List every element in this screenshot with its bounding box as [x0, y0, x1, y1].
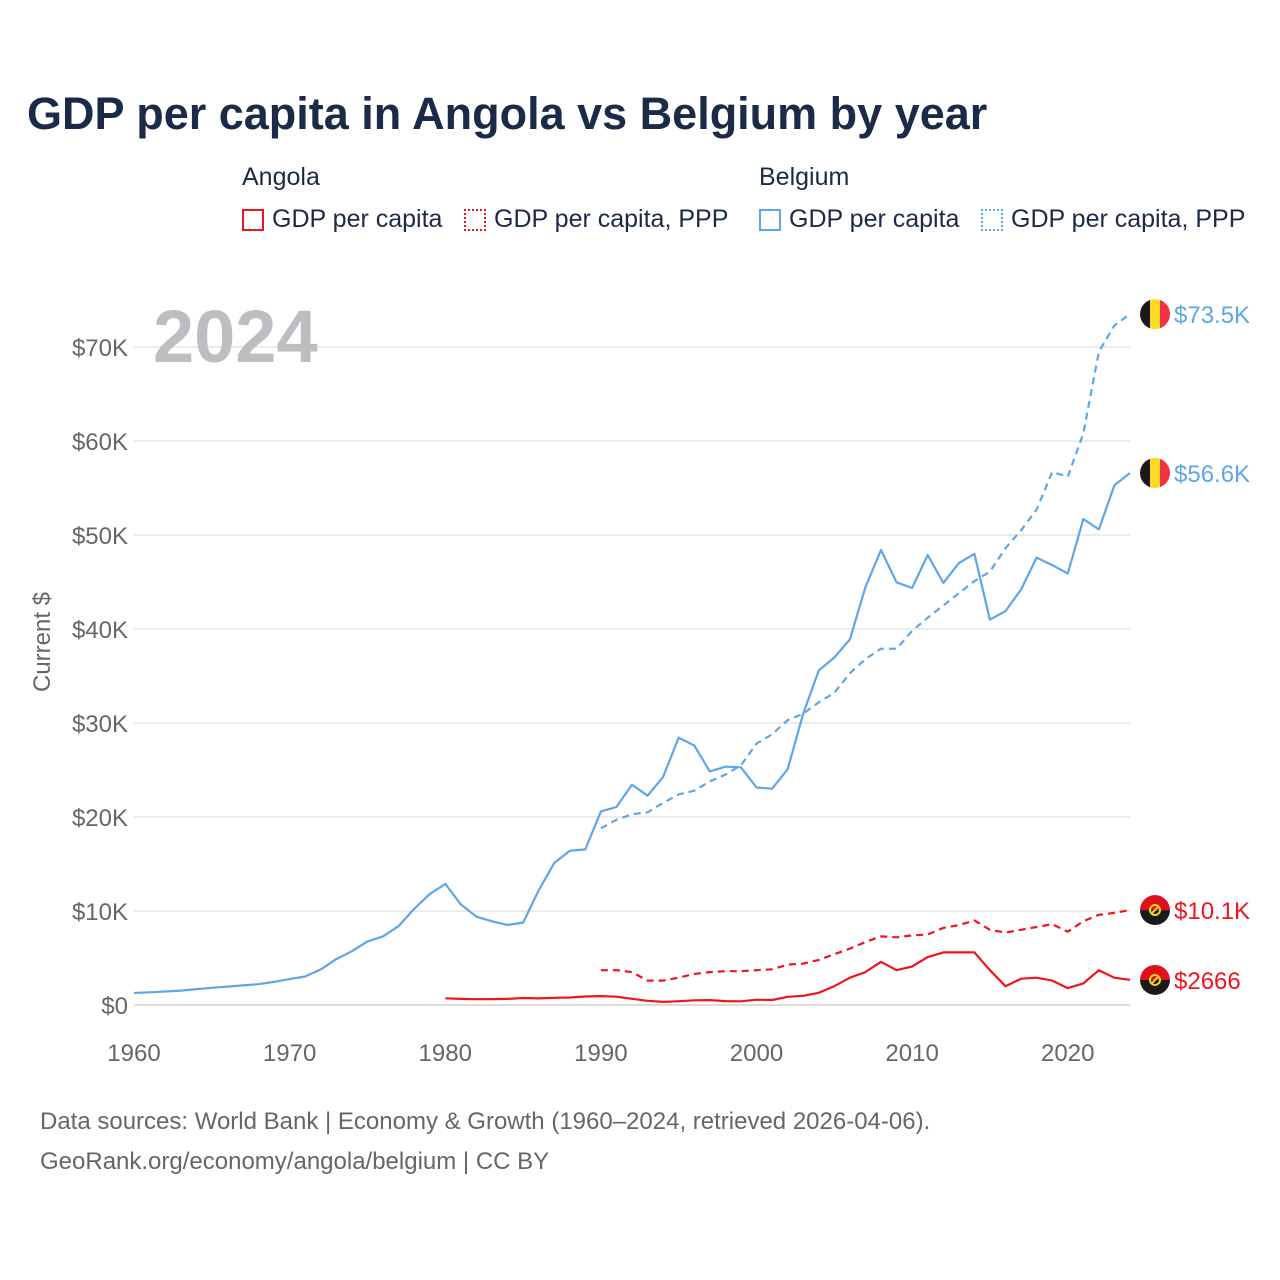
angola-flag-icon: [1140, 964, 1170, 995]
legend-label: GDP per capita, PPP: [494, 205, 729, 233]
y-tick-label: $20K: [72, 805, 128, 832]
x-tick-label: 2020: [1041, 1040, 1094, 1067]
flag-stripe-black: [1140, 979, 1170, 995]
flag-stripe-black: [1140, 299, 1150, 330]
legend-angola-ppp[interactable]: GDP per capita, PPP: [464, 205, 728, 234]
legend-label: GDP per capita: [789, 205, 960, 233]
flag-stripe-red: [1160, 457, 1170, 488]
flag-emblem-machete: [1150, 975, 1160, 985]
legend-swatch-dotted: [981, 208, 1003, 231]
end-value-label: $56.6K: [1174, 461, 1250, 488]
flag-stripe-yellow: [1150, 299, 1160, 330]
x-tick-label: 1970: [263, 1040, 316, 1067]
legend-angola-gdp[interactable]: GDP per capita: [242, 205, 442, 234]
footer-attribution: GeoRank.org/economy/angola/belgium | CC …: [40, 1148, 550, 1175]
y-tick-label: $70K: [72, 335, 128, 362]
flag-emblem: [1149, 973, 1161, 986]
flag-fill: [1140, 964, 1170, 995]
flag-emblem: [1149, 904, 1161, 917]
flag-stripe-red: [1160, 299, 1170, 330]
legend-label: GDP per capita, PPP: [1011, 205, 1246, 233]
flag-stripe-yellow: [1150, 457, 1160, 488]
x-tick-label: 1990: [574, 1040, 627, 1067]
y-tick-label: $30K: [72, 711, 128, 738]
legend-swatch-dotted: [464, 208, 486, 231]
end-value-label: $2666: [1174, 968, 1241, 995]
chart-title: GDP per capita in Angola vs Belgium by y…: [27, 88, 988, 139]
x-tick-label: 1960: [107, 1040, 160, 1067]
legend-swatch-solid: [759, 208, 781, 231]
x-tick-label: 2000: [730, 1040, 783, 1067]
y-axis-label: Current $: [29, 592, 56, 692]
footer-sources: Data sources: World Bank | Economy & Gro…: [40, 1108, 931, 1135]
y-tick-label: $40K: [72, 617, 128, 644]
series-line-belgium-gdp-per-capita: [133, 472, 1131, 995]
flag-stripe-red: [1140, 964, 1170, 980]
x-tick-label: 2010: [885, 1040, 938, 1067]
legend-belgium-ppp[interactable]: GDP per capita, PPP: [981, 205, 1245, 234]
x-tick-label: 1980: [419, 1040, 472, 1067]
flag-stripe-red: [1140, 895, 1170, 911]
legend-belgium-gdp[interactable]: GDP per capita: [759, 205, 959, 234]
series-line-angola-gdp-per-capita-ppp: [600, 909, 1131, 982]
legend-group-belgium: Belgium: [759, 163, 850, 191]
flag-fill: [1140, 299, 1170, 330]
flag-fill: [1140, 895, 1170, 926]
flag-emblem-machete: [1150, 905, 1160, 915]
belgium-flag-icon: [1140, 299, 1170, 330]
flag-fill: [1140, 457, 1170, 488]
belgium-flag-icon: [1140, 457, 1170, 488]
flag-stripe-black: [1140, 457, 1150, 488]
y-tick-label: $10K: [72, 899, 128, 926]
y-tick-label: $0: [101, 993, 128, 1020]
current-year-label: 2024: [153, 295, 318, 378]
angola-flag-icon: [1140, 895, 1170, 926]
flag-stripe-black: [1140, 910, 1170, 926]
series-line-angola-gdp-per-capita: [445, 951, 1131, 1003]
end-value-label: $10.1K: [1174, 898, 1250, 925]
series-line-belgium-gdp-per-capita-ppp: [600, 313, 1131, 830]
legend-group-angola: Angola: [242, 163, 320, 191]
y-tick-label: $50K: [72, 523, 128, 550]
legend-swatch-solid: [242, 208, 264, 231]
end-value-label: $73.5K: [1174, 302, 1250, 329]
y-tick-label: $60K: [72, 429, 128, 456]
legend-label: GDP per capita: [272, 205, 443, 233]
